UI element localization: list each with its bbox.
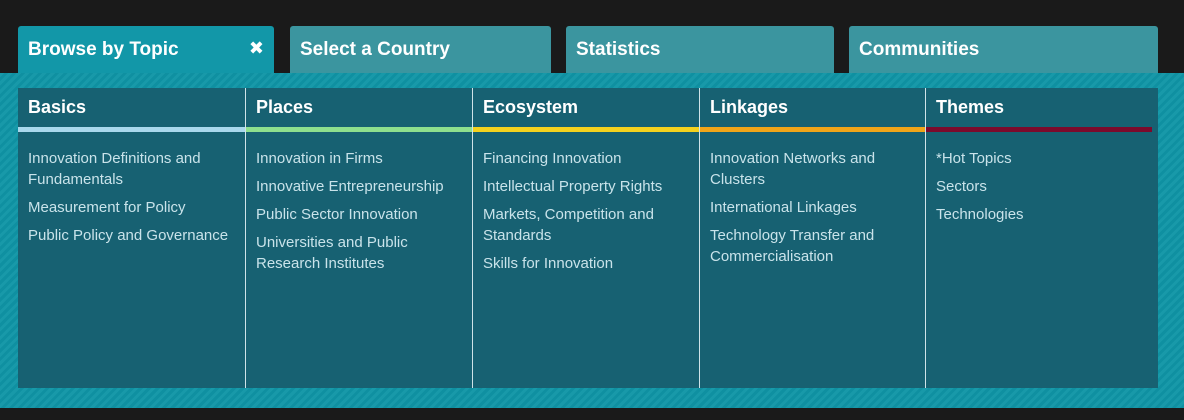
tab-statistics[interactable]: Statistics — [566, 26, 834, 73]
menu-link[interactable]: Technologies — [936, 206, 1024, 223]
menu-column-linkages: Linkages Innovation Networks and Cluster… — [699, 88, 925, 388]
column-link-list: *Hot Topics Sectors Technologies — [926, 132, 1152, 225]
column-accent-bar — [246, 127, 472, 132]
menu-link[interactable]: Innovative Entrepreneurship — [256, 178, 444, 195]
topic-menu-panel: Basics Innovation Definitions and Fundam… — [18, 88, 1158, 388]
tab-select-a-country[interactable]: Select a Country — [290, 26, 551, 73]
menu-link[interactable]: Measurement for Policy — [28, 199, 186, 216]
column-title: Ecosystem — [483, 97, 579, 117]
menu-column-themes: Themes *Hot Topics Sectors Technologies — [925, 88, 1152, 388]
menu-link[interactable]: Financing Innovation — [483, 150, 622, 167]
menu-link[interactable]: Skills for Innovation — [483, 255, 614, 272]
column-accent-bar — [473, 127, 699, 132]
close-icon[interactable]: ✖ — [248, 38, 264, 58]
menu-link[interactable]: Public Policy and Governance — [28, 227, 229, 244]
menu-column-ecosystem: Ecosystem Financing Innovation Intellect… — [472, 88, 699, 388]
column-accent-bar — [700, 127, 925, 132]
column-link-list: Innovation Networks and Clusters Interna… — [700, 132, 925, 267]
tab-label: Statistics — [576, 39, 661, 60]
menu-column-places: Places Innovation in Firms Innovative En… — [245, 88, 472, 388]
tab-browse-by-topic[interactable]: Browse by Topic ✖ — [18, 26, 274, 73]
menu-link[interactable]: Markets, Competition and Standards — [483, 206, 654, 244]
column-title: Linkages — [710, 97, 789, 117]
menu-link[interactable]: Intellectual Property Rights — [483, 178, 663, 195]
menu-link[interactable]: *Hot Topics — [936, 150, 1012, 167]
column-title: Places — [256, 97, 314, 117]
column-title: Themes — [936, 97, 1005, 117]
tab-label: Browse by Topic — [28, 39, 179, 60]
column-link-list: Innovation Definitions and Fundamentals … — [18, 132, 245, 246]
column-link-list: Innovation in Firms Innovative Entrepren… — [246, 132, 472, 274]
menu-link[interactable]: Innovation Networks and Clusters — [710, 150, 876, 188]
menu-link[interactable]: Innovation in Firms — [256, 150, 383, 167]
tab-communities[interactable]: Communities — [849, 26, 1158, 73]
menu-link[interactable]: International Linkages — [710, 199, 857, 216]
column-accent-bar — [926, 127, 1152, 132]
tab-label: Select a Country — [300, 39, 450, 60]
column-link-list: Financing Innovation Intellectual Proper… — [473, 132, 699, 274]
column-title: Basics — [28, 97, 87, 117]
column-accent-bar — [18, 127, 245, 132]
menu-link[interactable]: Universities and Public Research Institu… — [256, 234, 408, 272]
menu-link[interactable]: Sectors — [936, 178, 987, 195]
menu-link[interactable]: Innovation Definitions and Fundamentals — [28, 150, 201, 188]
menu-link[interactable]: Public Sector Innovation — [256, 206, 418, 223]
menu-link[interactable]: Technology Transfer and Commercialisatio… — [710, 227, 875, 265]
menu-column-basics: Basics Innovation Definitions and Fundam… — [18, 88, 245, 388]
tab-label: Communities — [859, 39, 980, 60]
